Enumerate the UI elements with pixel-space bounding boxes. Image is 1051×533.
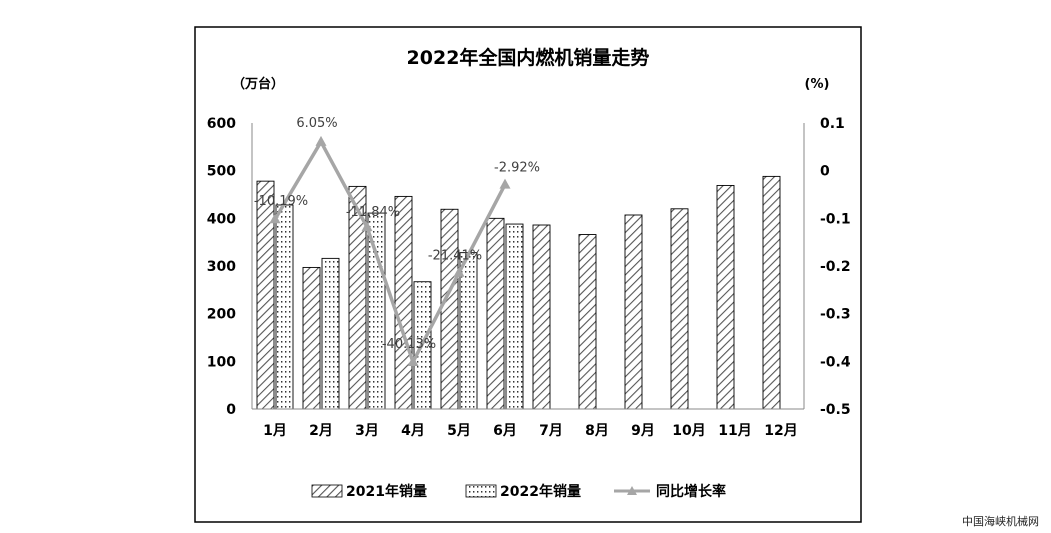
growth-rate-label-2: 6.05% bbox=[296, 116, 337, 131]
bar-2022-2 bbox=[321, 257, 340, 410]
right-tick-label: -0.3 bbox=[820, 307, 851, 323]
growth-rate-label-6: -2.92% bbox=[494, 161, 540, 176]
x-tick-label: 6月 bbox=[493, 423, 517, 439]
growth-rate-label-4: -40.13% bbox=[382, 337, 436, 352]
right-tick-label: 0.1 bbox=[820, 116, 845, 132]
left-tick-label: 200 bbox=[207, 307, 236, 323]
left-tick-label: 300 bbox=[207, 259, 236, 275]
left-axis-unit: （万台） bbox=[232, 76, 284, 92]
growth-rate-label-3: -11.84% bbox=[346, 205, 400, 220]
left-tick-label: 600 bbox=[207, 116, 236, 132]
bar-2021-10 bbox=[670, 208, 689, 410]
bar-2022-6 bbox=[505, 223, 524, 410]
legend-label-2022: 2022年销量 bbox=[500, 483, 581, 500]
x-tick-label: 4月 bbox=[401, 423, 425, 439]
growth-rate-label-5: -21.41% bbox=[428, 249, 482, 264]
left-tick-label: 500 bbox=[207, 164, 236, 180]
left-tick-label: 0 bbox=[226, 402, 236, 418]
growth-rate-marker-4 bbox=[407, 355, 419, 366]
growth-rate-labels: -10.19% 6.05% -11.84% -40.13% -21.41% -2.92% bbox=[254, 116, 540, 352]
bar-2021-12 bbox=[762, 175, 781, 410]
x-tick-label: 1月 bbox=[263, 423, 287, 439]
bar-2021-2 bbox=[302, 266, 321, 410]
watermark: 中国海峡机械网 bbox=[962, 515, 1039, 528]
legend: 2021年销量 2022年销量 同比增长率 bbox=[311, 483, 726, 500]
growth-rate-marker-1 bbox=[269, 213, 281, 224]
right-tick-label: -0.2 bbox=[820, 259, 851, 275]
chart-border bbox=[194, 26, 862, 523]
left-tick-label: 100 bbox=[207, 354, 236, 370]
growth-rate-polyline bbox=[273, 140, 507, 364]
bar-2021-6 bbox=[486, 217, 505, 410]
right-axis-unit: (%) bbox=[805, 77, 830, 92]
x-tick-label: 2月 bbox=[309, 423, 333, 439]
right-tick-label: -0.1 bbox=[820, 211, 851, 227]
bar-2021-11 bbox=[716, 184, 735, 410]
bar-2021-4 bbox=[394, 195, 413, 410]
growth-rate-label-1: -10.19% bbox=[254, 194, 308, 209]
growth-rate-line bbox=[269, 135, 511, 366]
x-tick-label: 5月 bbox=[447, 423, 471, 439]
growth-rate-marker-2 bbox=[315, 135, 327, 146]
x-tick-label: 3月 bbox=[355, 423, 379, 439]
legend-swatch-2021 bbox=[311, 484, 343, 498]
growth-rate-marker-5 bbox=[453, 266, 465, 277]
x-tick-label: 11月 bbox=[718, 423, 751, 439]
legend-swatch-growth-marker bbox=[627, 486, 637, 495]
bar-2022-1 bbox=[275, 204, 294, 410]
x-tick-label: 12月 bbox=[764, 423, 797, 439]
legend-label-growth: 同比增长率 bbox=[656, 483, 726, 500]
x-tick-label: 7月 bbox=[539, 423, 563, 439]
left-axis-ticks: 0 100 200 300 400 500 600 bbox=[207, 116, 236, 418]
bar-2021-5 bbox=[440, 208, 459, 410]
right-tick-label: 0 bbox=[820, 164, 830, 180]
x-tick-label: 9月 bbox=[631, 423, 655, 439]
bar-2021-9 bbox=[624, 214, 643, 410]
x-tick-label: 8月 bbox=[585, 423, 609, 439]
growth-rate-marker-6 bbox=[499, 178, 511, 189]
bar-2021-8 bbox=[578, 234, 597, 410]
legend-label-2021: 2021年销量 bbox=[346, 483, 427, 500]
x-tick-label: 10月 bbox=[672, 423, 705, 439]
right-axis-ticks: -0.5 -0.4 -0.3 -0.2 -0.1 0 0.1 bbox=[820, 116, 851, 418]
right-tick-label: -0.5 bbox=[820, 402, 851, 418]
legend-swatch-2022 bbox=[465, 484, 497, 498]
right-tick-label: -0.4 bbox=[820, 354, 851, 370]
bar-2021-1 bbox=[256, 180, 275, 410]
x-axis-ticks: 1月 2月 3月 4月 5月 6月 7月 8月 9月 10月 11月 12月 bbox=[263, 423, 798, 439]
bar-2021-7 bbox=[532, 224, 551, 410]
left-tick-label: 400 bbox=[207, 211, 236, 227]
growth-rate-marker-3 bbox=[361, 221, 373, 232]
bars-2021 bbox=[256, 175, 781, 410]
chart-title: 2022年全国内燃机销量走势 bbox=[407, 46, 650, 69]
